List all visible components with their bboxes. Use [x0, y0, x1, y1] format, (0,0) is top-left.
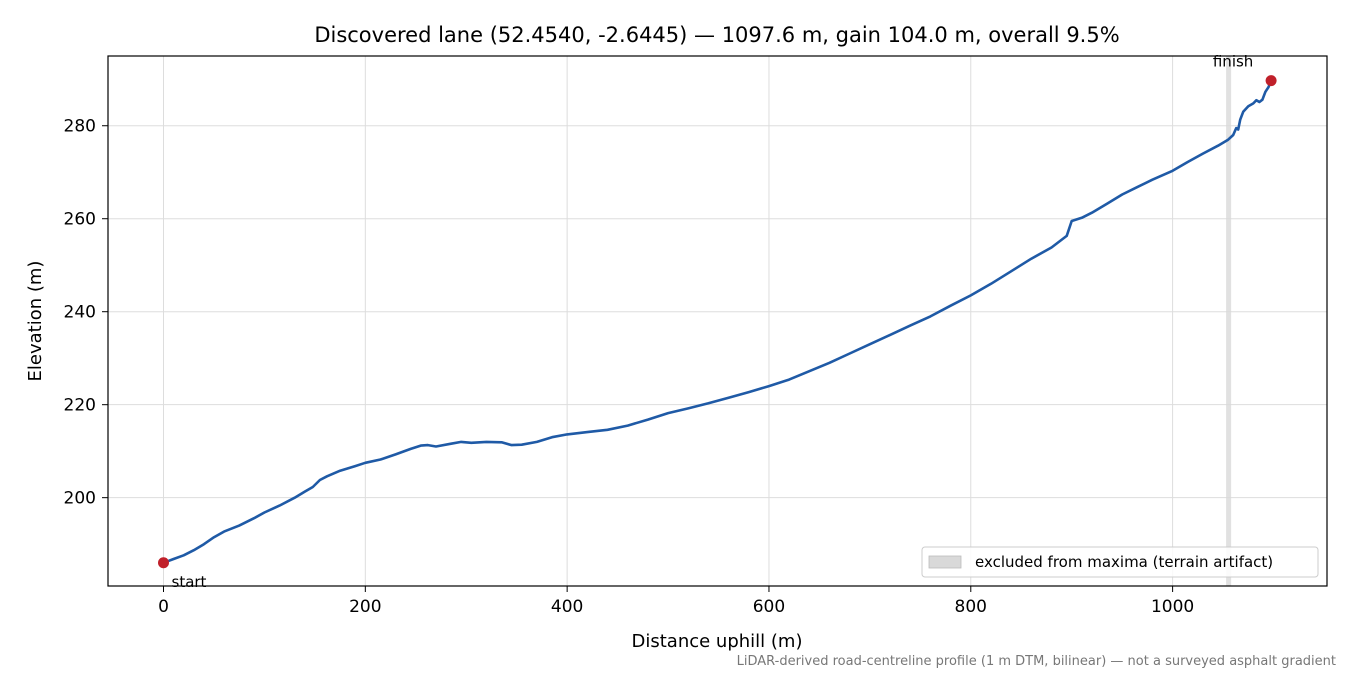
markers-layer: start finish	[158, 53, 1277, 591]
x-tick-label: 400	[551, 597, 583, 617]
x-axis-ticks: 0 200 400 600 800 1000	[158, 586, 1194, 617]
excluded-region	[1226, 56, 1232, 586]
excluded-band	[1226, 56, 1232, 586]
series-layer	[162, 79, 1273, 565]
legend: excluded from maxima (terrain artifact)	[921, 546, 1319, 578]
elevation-line	[162, 79, 1273, 565]
legend-box	[921, 546, 1319, 578]
x-tick-label: 1000	[1151, 597, 1194, 617]
legend-entry: excluded from maxima (terrain artifact)	[975, 553, 1273, 571]
x-tick-label: 200	[349, 597, 381, 617]
chart-title: Discovered lane (52.4540, -2.6445) — 109…	[314, 23, 1119, 47]
y-tick-label: 240	[64, 303, 96, 323]
x-axis-label: Distance uphill (m)	[632, 631, 803, 652]
footnote: LiDAR-derived road-centreline profile (1…	[737, 654, 1336, 669]
y-tick-label: 220	[64, 396, 96, 416]
x-tick-label: 600	[753, 597, 785, 617]
plot-frame	[107, 55, 1328, 587]
x-tick-label: 0	[158, 597, 169, 617]
y-axis-label: Elevation (m)	[25, 261, 46, 382]
start-label: start	[172, 573, 207, 591]
start-marker	[158, 557, 170, 569]
finish-marker	[1265, 75, 1277, 87]
legend-swatch	[928, 555, 962, 569]
x-tick-label: 800	[955, 597, 987, 617]
y-tick-label: 200	[64, 489, 96, 509]
y-tick-label: 260	[64, 210, 96, 230]
y-tick-label: 280	[64, 117, 96, 137]
y-axis-ticks: 200 220 240 260 280	[64, 117, 108, 509]
finish-label: finish	[1213, 53, 1253, 71]
grid-lines	[108, 56, 1327, 586]
